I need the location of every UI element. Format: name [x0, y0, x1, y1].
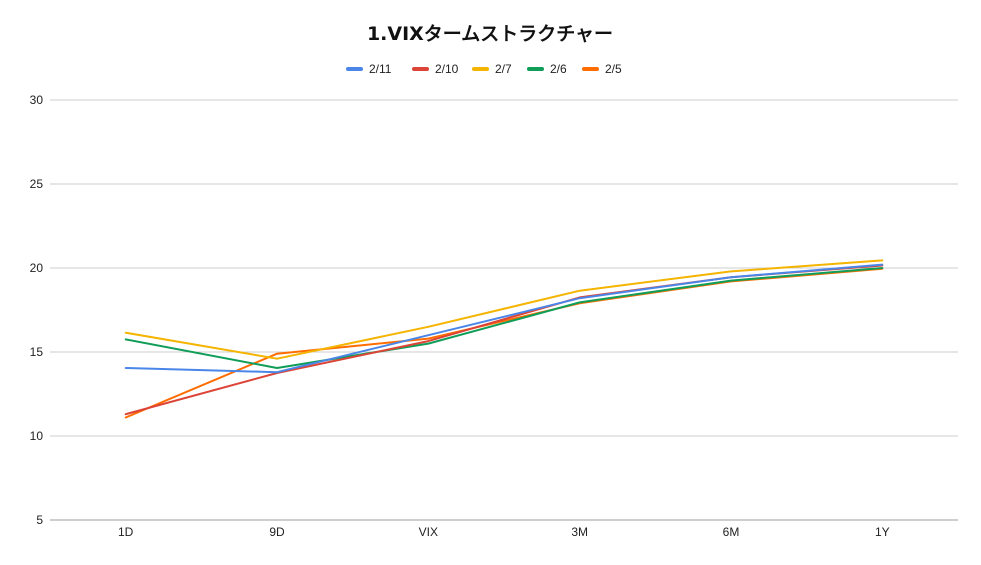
legend-item[interactable]: 2/7: [472, 62, 512, 76]
legend: 2/11 2/10 2/7 2/6 2/5: [346, 62, 622, 76]
legend-label: 2/10: [435, 62, 459, 76]
series-line-2-7: [124, 259, 884, 360]
y-tick-label: 10: [30, 429, 44, 443]
series-line-2-5: [124, 267, 884, 419]
legend-label: 2/7: [495, 62, 512, 76]
legend-item[interactable]: 2/10: [412, 62, 459, 76]
x-tick-label: 3M: [571, 525, 588, 539]
y-axis-tick-labels: 5 10 15 20 25 30: [30, 93, 44, 527]
y-tick-label: 20: [30, 261, 44, 275]
legend-item[interactable]: 2/6: [527, 62, 567, 76]
legend-label: 2/11: [369, 62, 392, 76]
x-tick-label: 1D: [118, 525, 134, 539]
y-tick-label: 5: [36, 513, 43, 527]
y-tick-label: 15: [30, 345, 44, 359]
series-line-2-11: [124, 263, 884, 374]
x-tick-label: VIX: [419, 525, 438, 539]
y-tick-label: 25: [30, 177, 44, 191]
y-gridlines: [50, 99, 958, 521]
series-lines: [124, 259, 884, 419]
legend-label: 2/6: [550, 62, 567, 76]
legend-label: 2/5: [605, 62, 622, 76]
series-line-2-10: [124, 264, 884, 416]
x-axis-tick-labels: 1D 9D VIX 3M 6M 1Y: [118, 525, 890, 539]
series-line-2-6: [124, 267, 884, 369]
x-tick-label: 6M: [723, 525, 740, 539]
y-tick-label: 30: [30, 93, 44, 107]
chart-title: 1.VIXタームストラクチャー: [367, 23, 613, 45]
legend-item[interactable]: 2/11: [346, 62, 392, 76]
legend-item[interactable]: 2/5: [582, 62, 622, 76]
x-tick-label: 1Y: [875, 525, 890, 539]
x-tick-label: 9D: [269, 525, 285, 539]
